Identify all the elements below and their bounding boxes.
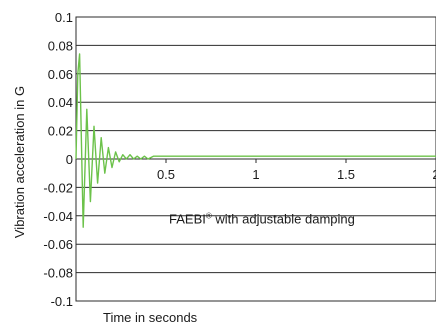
y-tick-label: -0.06 xyxy=(43,237,73,252)
annotation-rest-text: with adjustable damping xyxy=(212,212,355,227)
y-tick-label: -0.04 xyxy=(43,209,73,224)
x-tick-label: 1 xyxy=(252,167,259,182)
y-tick-label: 0.06 xyxy=(48,67,73,82)
chart-annotation: FAEBI® with adjustable damping xyxy=(169,212,355,227)
y-tick-label: 0.04 xyxy=(48,95,73,110)
series-lines xyxy=(75,53,436,228)
y-tick-label: 0 xyxy=(66,152,73,167)
annotation-registered-mark: ® xyxy=(206,212,212,221)
y-tick-label: 0.1 xyxy=(55,10,73,25)
x-tick-label: 2 xyxy=(432,167,436,182)
x-axis-label: Time in seconds xyxy=(103,310,198,325)
x-tick-labels: 0.5 1 1.5 2 xyxy=(157,167,436,182)
x-tick-label: 1.5 xyxy=(337,167,355,182)
y-tick-label: -0.08 xyxy=(43,266,73,281)
y-tick-label: 0.08 xyxy=(48,38,73,53)
series-line xyxy=(75,53,436,228)
grid-lines xyxy=(76,16,436,302)
y-tick-label: 0.02 xyxy=(48,124,73,139)
y-tick-label: -0.1 xyxy=(51,294,73,309)
annotation-main-text: FAEBI xyxy=(169,212,206,227)
y-tick-labels: 0.1 0.08 0.06 0.04 0.02 0 -0.02 -0.04 -0.06 -0.08… xyxy=(43,10,73,309)
y-axis-label: Vibration acceleration in G xyxy=(12,86,27,238)
x-tick-label: 0.5 xyxy=(157,167,175,182)
y-tick-label: -0.02 xyxy=(43,180,73,195)
